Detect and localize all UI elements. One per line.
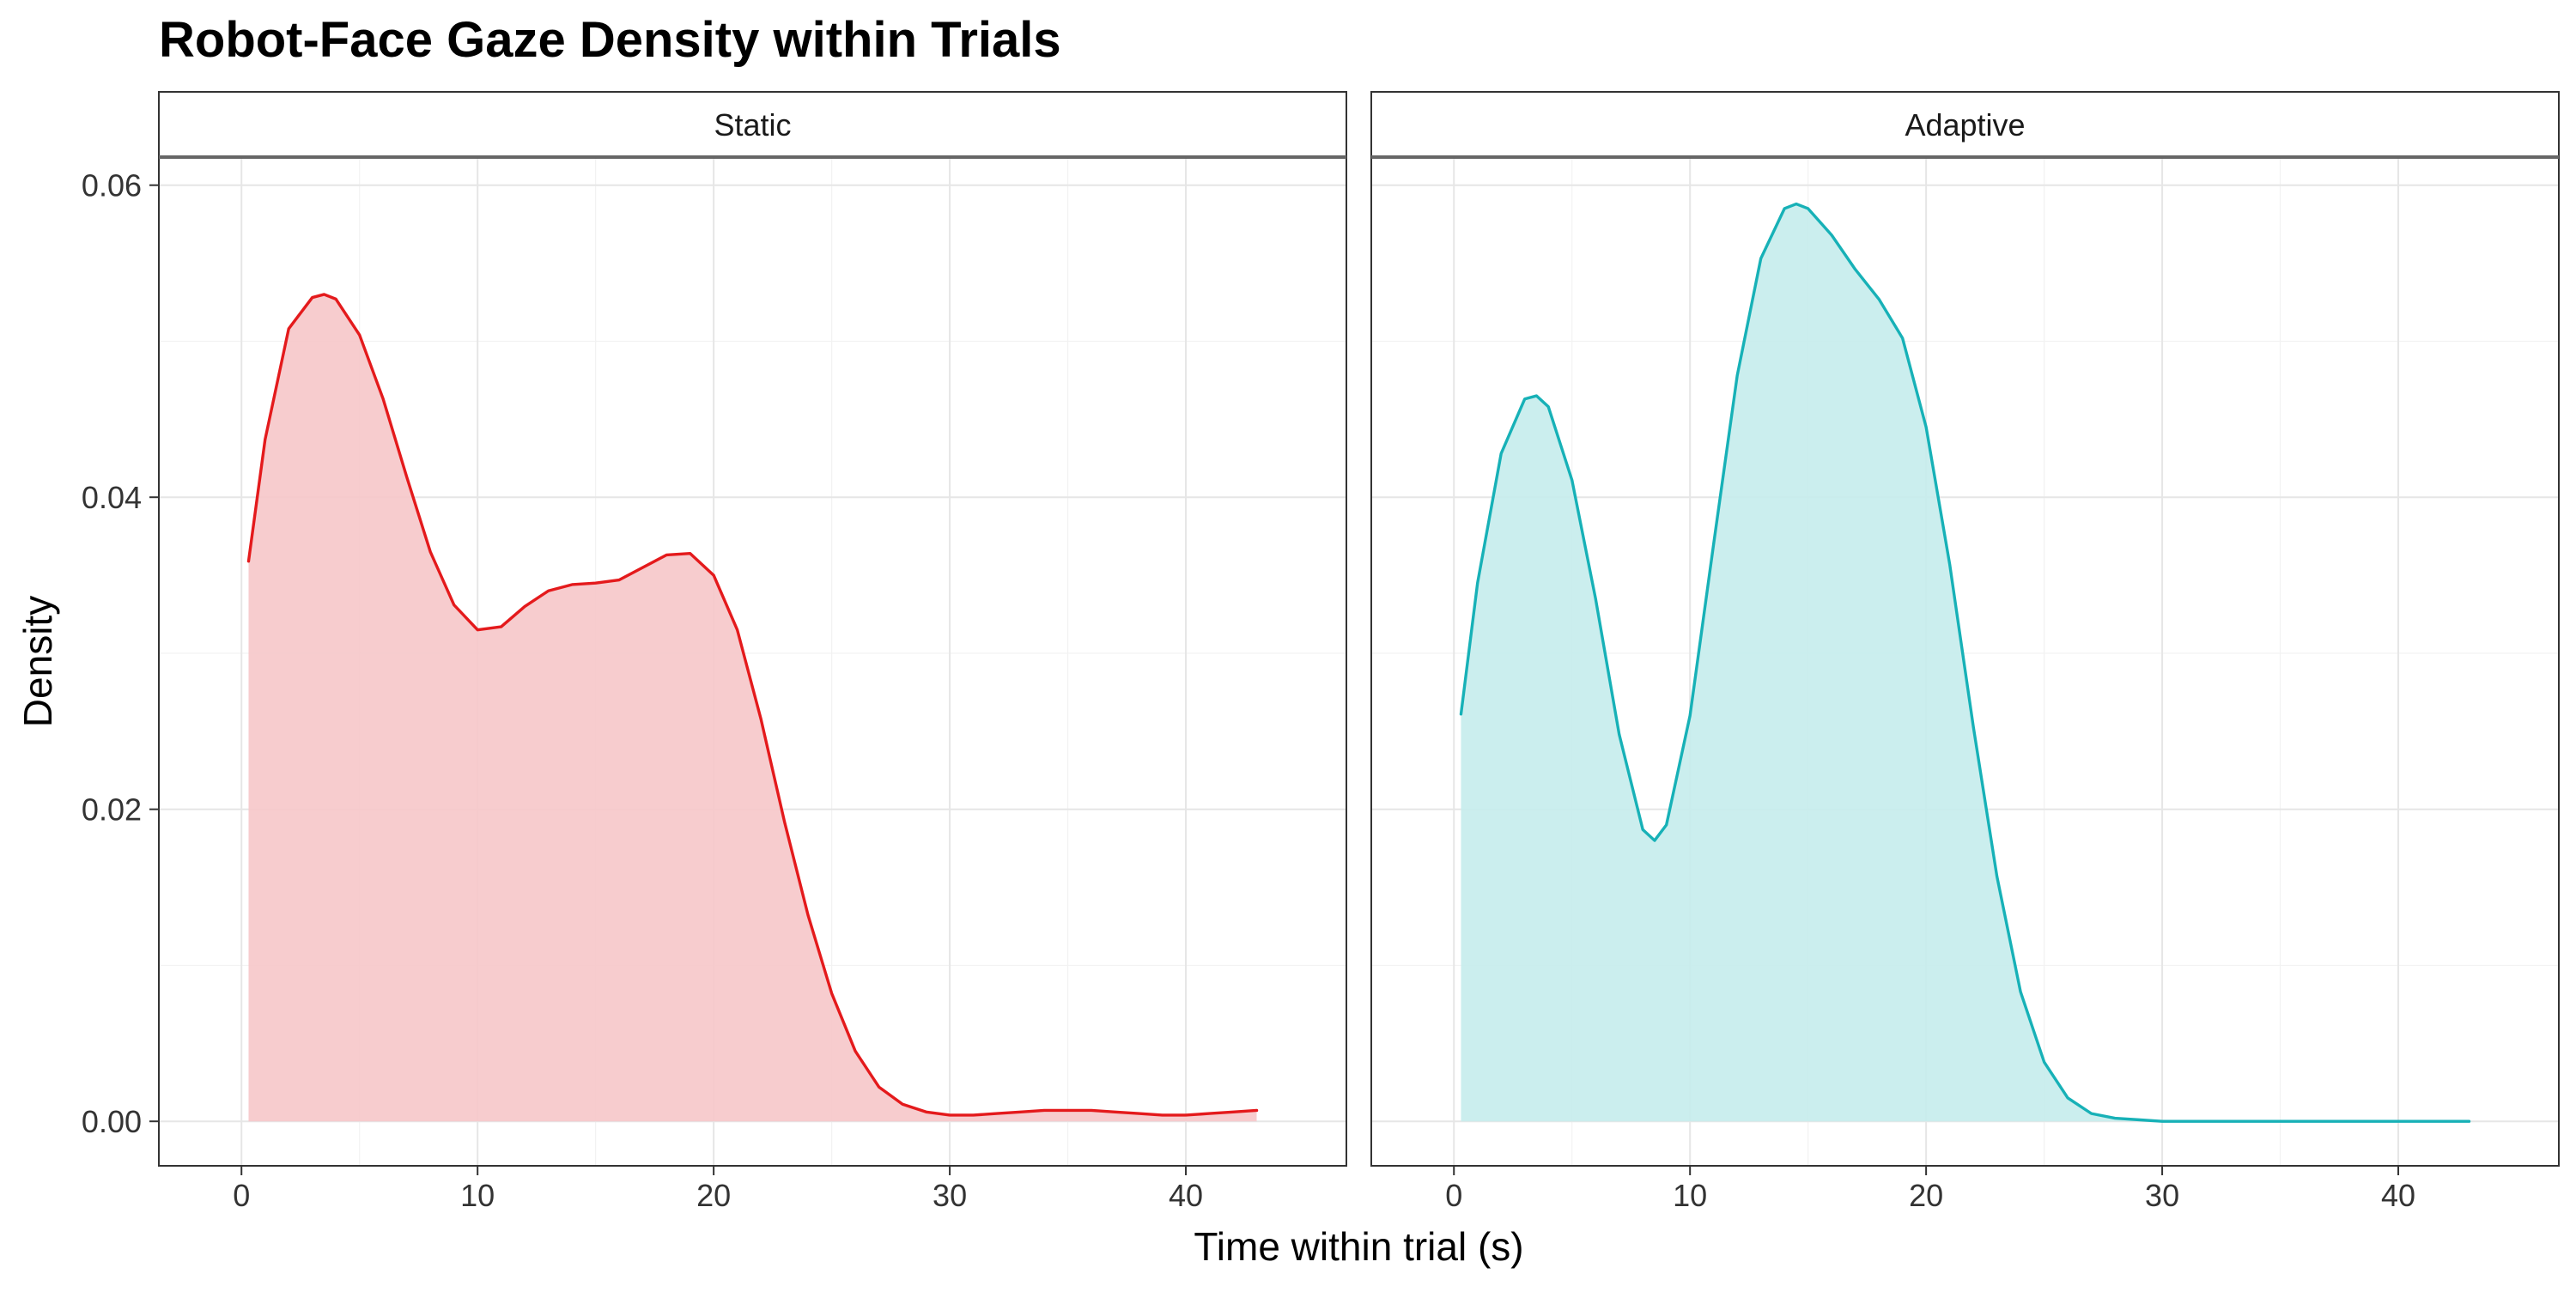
- x-tick-label: 30: [2145, 1178, 2179, 1213]
- x-tick-label: 20: [1909, 1178, 1943, 1213]
- facet-strip-label: Static: [714, 107, 791, 143]
- facet-panel-adaptive: Adaptive 0 10 20 30 40: [1370, 91, 2560, 1213]
- x-tick-label: 20: [696, 1178, 731, 1213]
- y-tick-label: 0.04: [82, 480, 142, 515]
- y-tick-label: 0.06: [82, 168, 142, 203]
- x-tick-label: 0: [1445, 1178, 1462, 1213]
- facet-strip-label: Adaptive: [1905, 107, 2025, 143]
- chart-title: Robot-Face Gaze Density within Trials: [159, 12, 1061, 68]
- x-tick-label: 40: [2381, 1178, 2415, 1213]
- x-tick-label: 10: [1673, 1178, 1707, 1213]
- facet-panel-static: Static 0 10 20 30 40 0.00 0.02 0.04 0.06: [82, 91, 1347, 1213]
- x-axis-title: Time within trial (s): [1194, 1224, 1523, 1269]
- density-line-adaptive: [1459, 202, 2471, 1123]
- y-axis-title: Density: [15, 596, 60, 727]
- x-tick-label: 40: [1169, 1178, 1203, 1213]
- x-tick-label: 10: [460, 1178, 495, 1213]
- x-tick-label: 30: [933, 1178, 967, 1213]
- y-tick-label: 0.00: [82, 1104, 142, 1139]
- x-tick-label: 0: [233, 1178, 250, 1213]
- facet-strip: [1370, 91, 2560, 158]
- density-area-adaptive: [1461, 203, 2470, 1122]
- density-line-static: [246, 293, 1259, 1117]
- density-area-static: [248, 294, 1257, 1122]
- y-tick-label: 0.02: [82, 792, 142, 828]
